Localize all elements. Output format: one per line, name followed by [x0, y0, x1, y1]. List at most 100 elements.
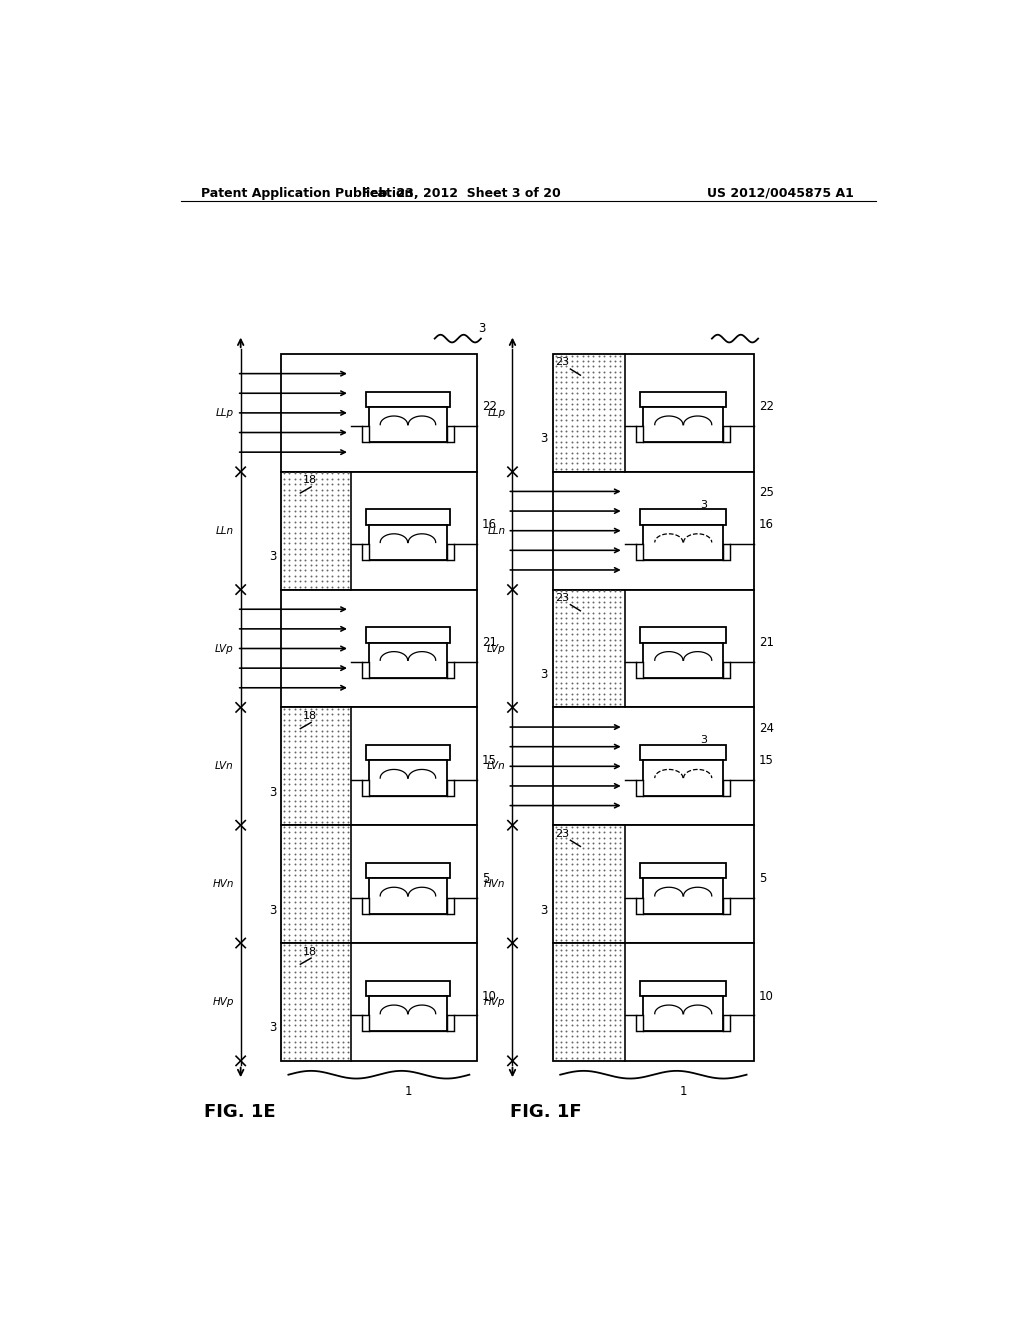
Bar	[366, 392, 450, 407]
Bar	[640, 744, 726, 760]
Text: 22: 22	[759, 400, 774, 413]
Bar	[369, 407, 446, 442]
Text: HVn: HVn	[484, 879, 506, 890]
Bar	[446, 898, 454, 913]
Bar	[636, 898, 643, 913]
Text: 21: 21	[759, 636, 774, 649]
Text: HVp: HVp	[212, 997, 233, 1007]
Text: LVp: LVp	[215, 644, 233, 653]
Bar	[636, 663, 643, 678]
Bar	[281, 942, 477, 1061]
Bar	[553, 590, 755, 708]
Text: 18: 18	[303, 711, 316, 721]
Text: 16: 16	[759, 519, 774, 532]
Bar	[366, 510, 450, 525]
Text: 24: 24	[759, 722, 774, 735]
Text: 21: 21	[481, 636, 497, 649]
Bar	[361, 898, 369, 913]
Text: 3: 3	[541, 904, 548, 916]
Bar	[643, 407, 723, 442]
Bar	[723, 426, 730, 442]
Bar	[640, 627, 726, 643]
Text: 3: 3	[541, 433, 548, 445]
Bar	[636, 780, 643, 796]
Text: 3: 3	[268, 550, 276, 564]
Text: 3: 3	[478, 322, 486, 335]
Bar	[723, 780, 730, 796]
Bar	[640, 863, 726, 878]
Text: 10: 10	[759, 990, 774, 1003]
Text: 15: 15	[759, 754, 774, 767]
Text: 3: 3	[700, 735, 708, 746]
Text: FIG. 1F: FIG. 1F	[510, 1104, 582, 1121]
Text: LVn: LVn	[486, 762, 506, 771]
Text: 23: 23	[555, 593, 569, 603]
Text: LLp: LLp	[216, 408, 233, 418]
Bar	[366, 744, 450, 760]
Text: LVp: LVp	[486, 644, 506, 653]
Text: 10: 10	[481, 990, 497, 1003]
Bar	[369, 760, 446, 796]
Bar	[636, 426, 643, 442]
Text: LLn: LLn	[487, 525, 506, 536]
Text: 18: 18	[303, 475, 316, 486]
Bar	[636, 1015, 643, 1031]
Text: 23: 23	[555, 358, 569, 367]
Text: 18: 18	[303, 946, 316, 957]
Bar	[643, 878, 723, 913]
Bar	[281, 354, 477, 471]
Bar	[446, 663, 454, 678]
Text: HVp: HVp	[484, 997, 506, 1007]
Bar	[281, 471, 477, 590]
Text: US 2012/0045875 A1: US 2012/0045875 A1	[708, 187, 854, 199]
Bar	[361, 544, 369, 560]
Bar	[361, 663, 369, 678]
Bar	[643, 760, 723, 796]
Bar	[553, 825, 755, 942]
Text: 5: 5	[759, 871, 766, 884]
Bar	[553, 942, 755, 1061]
Text: 3: 3	[541, 668, 548, 681]
Bar	[361, 1015, 369, 1031]
Bar	[553, 471, 755, 590]
Bar	[366, 981, 450, 997]
Bar	[723, 898, 730, 913]
Bar	[281, 590, 477, 708]
Bar	[281, 708, 477, 825]
Bar	[723, 544, 730, 560]
Text: 3: 3	[268, 785, 276, 799]
Text: LLn: LLn	[216, 525, 233, 536]
Text: Feb. 23, 2012  Sheet 3 of 20: Feb. 23, 2012 Sheet 3 of 20	[362, 187, 561, 199]
Text: 1: 1	[404, 1085, 412, 1098]
Text: HVn: HVn	[212, 879, 233, 890]
Text: 1: 1	[680, 1085, 687, 1098]
Text: 3: 3	[268, 1022, 276, 1035]
Bar	[369, 997, 446, 1031]
Bar	[369, 525, 446, 560]
Bar	[723, 663, 730, 678]
Text: 23: 23	[555, 829, 569, 838]
Bar	[723, 1015, 730, 1031]
Text: 3: 3	[268, 904, 276, 916]
Bar	[446, 426, 454, 442]
Bar	[361, 780, 369, 796]
Text: 16: 16	[481, 519, 497, 532]
Text: LLp: LLp	[487, 408, 506, 418]
Text: 25: 25	[759, 487, 774, 499]
Text: 5: 5	[481, 871, 489, 884]
Bar	[636, 544, 643, 560]
Bar	[366, 863, 450, 878]
Bar	[281, 825, 477, 942]
Bar	[369, 878, 446, 913]
Bar	[643, 997, 723, 1031]
Bar	[643, 525, 723, 560]
Text: LVn: LVn	[215, 762, 233, 771]
Bar	[640, 981, 726, 997]
Bar	[553, 354, 755, 471]
Bar	[643, 643, 723, 678]
Bar	[369, 643, 446, 678]
Text: 15: 15	[481, 754, 497, 767]
Bar	[640, 510, 726, 525]
Bar	[446, 544, 454, 560]
Text: FIG. 1E: FIG. 1E	[204, 1104, 275, 1121]
